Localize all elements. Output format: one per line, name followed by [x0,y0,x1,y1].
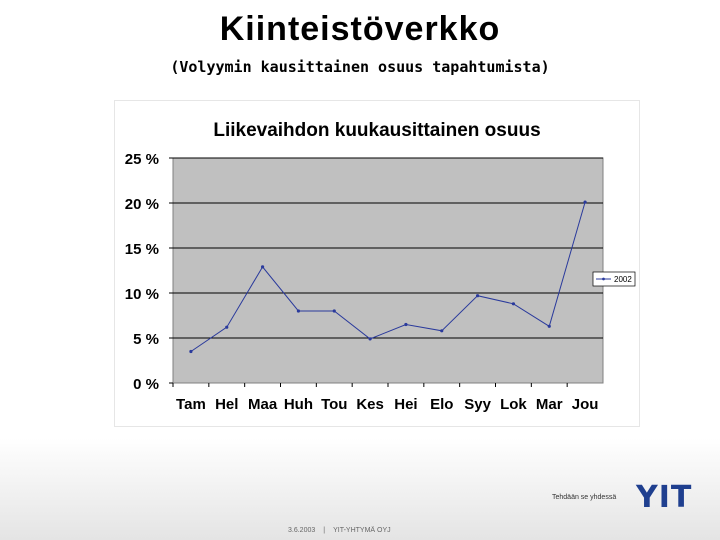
x-tick-label: Hei [394,396,417,413]
data-point [440,329,444,333]
company-logo: YIT [636,480,693,515]
y-tick-label: 20 % [125,196,159,213]
y-tick-label: 25 % [125,151,159,168]
x-tick-label: Syy [464,396,491,413]
data-point [583,200,587,204]
data-point [475,294,480,298]
footer-tagline: Tehdään se yhdessä [552,494,617,501]
chart-title: Liikevaihdon kuukausittainen osuus [213,120,540,141]
footer-separator: | [323,527,326,534]
legend-marker [602,277,605,281]
data-point [332,309,336,313]
x-tick-label: Maa [248,396,278,413]
line-chart: Liikevaihdon kuukausittainen osuus 0 % 5 … [125,120,636,413]
slide-subtitle: (Volyymin kausittainen osuus tapahtumist… [170,58,550,76]
data-point [404,322,408,327]
x-tick-label: Jou [572,396,599,413]
slide-title: Kiinteistöverkko [219,10,501,48]
x-tick-label: Tam [176,396,206,413]
x-tick-label: Tou [321,396,347,413]
y-tick-label: 5 % [133,331,159,348]
legend-box [592,271,636,287]
x-tick-label: Elo [430,396,453,413]
data-point [260,265,265,269]
footer-date: 3.6.2003 [288,527,316,534]
data-point [296,309,301,313]
series-line [190,201,586,352]
x-tick-label: Hel [215,396,238,413]
x-tick-label: Kes [356,396,384,413]
footer-info: 3.6.2003 | YIT-YHTYMÄ OYJ [288,527,399,534]
legend-label: 2002 [614,275,632,284]
x-tick-label: Huh [284,396,313,413]
y-tick-label: 15 % [125,241,159,258]
footer-strip [0,438,720,540]
data-point [368,337,372,341]
data-point [225,325,229,329]
plot-area [172,157,604,384]
data-point [189,349,193,354]
y-tick-label: 0 % [133,376,159,393]
x-tick-label: Lok [500,396,527,413]
chart-panel: Liikevaihdon kuukausittainen osuus 0 % 5 … [114,100,640,427]
y-tick-label: 10 % [125,286,159,303]
data-point [511,302,516,306]
footer-company: YIT-YHTYMÄ OYJ [333,527,391,534]
data-point [547,324,551,328]
x-tick-label: Mar [536,396,563,413]
